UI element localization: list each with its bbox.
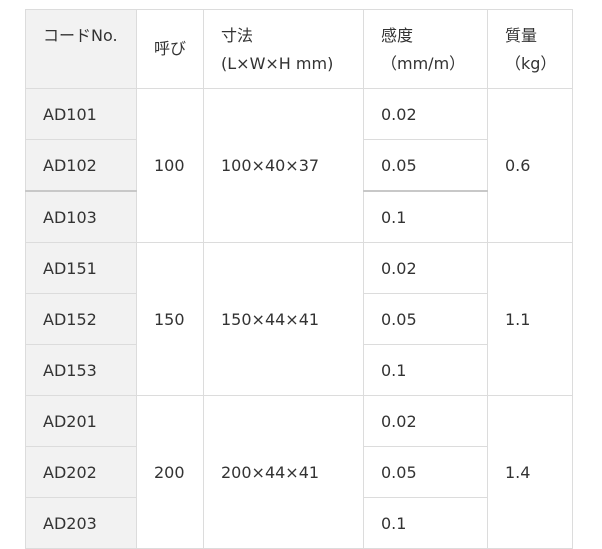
dims-cell: 150×44×41 [203, 242, 364, 396]
nominal-cell: 200 [136, 395, 204, 549]
table-row: AD101 100 100×40×37 0.02 0.6 [25, 88, 573, 243]
code-cell: AD103 [25, 190, 137, 243]
mass-cell: 1.4 [487, 395, 573, 549]
sensitivity-cell: 0.1 [363, 344, 488, 396]
table-row: AD152 0.05 [25, 293, 573, 345]
header-mass: 質量 （kg） [487, 9, 573, 89]
header-dims-label: 寸法 [221, 26, 254, 45]
code-cell: AD153 [25, 344, 137, 396]
header-mass-label: 質量 [505, 26, 538, 45]
table-row: AD203 0.1 [25, 497, 573, 549]
sensitivity-cell: 0.05 [363, 446, 488, 498]
sensitivity-cell: 0.1 [363, 497, 488, 549]
table-row: AD153 0.1 [25, 344, 573, 396]
code-cell: AD203 [25, 497, 137, 549]
code-cell: AD151 [25, 242, 137, 294]
header-dims-unit: (L×W×H mm) [221, 54, 334, 73]
nominal-cell: 150 [136, 242, 204, 396]
sensitivity-cell: 0.02 [363, 88, 488, 140]
header-code: コードNo. [25, 9, 137, 89]
code-cell: AD101 [25, 88, 137, 140]
dims-cell: 200×44×41 [203, 395, 364, 549]
table-row: AD103 0.1 [25, 190, 573, 243]
mass-cell: 1.1 [487, 242, 573, 396]
table-row: AD201 200 200×44×41 0.02 1.4 [25, 395, 573, 549]
code-cell: AD152 [25, 293, 137, 345]
code-cell: AD102 [25, 139, 137, 192]
header-sens-unit: （mm/m） [381, 54, 466, 73]
header-row: コードNo. 呼び 寸法 (L×W×H mm) 感度 （mm/m） 質量 （kg） [25, 9, 573, 89]
sensitivity-cell: 0.1 [363, 190, 488, 243]
sensitivity-cell: 0.02 [363, 242, 488, 294]
spec-table: コードNo. 呼び 寸法 (L×W×H mm) 感度 （mm/m） 質量 （kg） A… [25, 9, 573, 549]
header-nominal-label: 呼び [154, 39, 187, 58]
nominal-cell: 100 [136, 88, 204, 243]
header-nominal: 呼び [136, 9, 204, 89]
header-mass-unit: （kg） [505, 54, 557, 73]
sensitivity-cell: 0.05 [363, 293, 488, 345]
table-row: AD202 0.05 [25, 446, 573, 498]
code-cell: AD202 [25, 446, 137, 498]
table-row: AD151 150 150×44×41 0.02 1.1 [25, 242, 573, 396]
header-sensitivity: 感度 （mm/m） [363, 9, 488, 89]
table-row: AD102 0.05 [25, 139, 573, 192]
header-sens-label: 感度 [381, 26, 414, 45]
sensitivity-cell: 0.05 [363, 139, 488, 192]
header-dims: 寸法 (L×W×H mm) [203, 9, 364, 89]
mass-cell: 0.6 [487, 88, 573, 243]
code-cell: AD201 [25, 395, 137, 447]
dims-cell: 100×40×37 [203, 88, 364, 243]
sensitivity-cell: 0.02 [363, 395, 488, 447]
